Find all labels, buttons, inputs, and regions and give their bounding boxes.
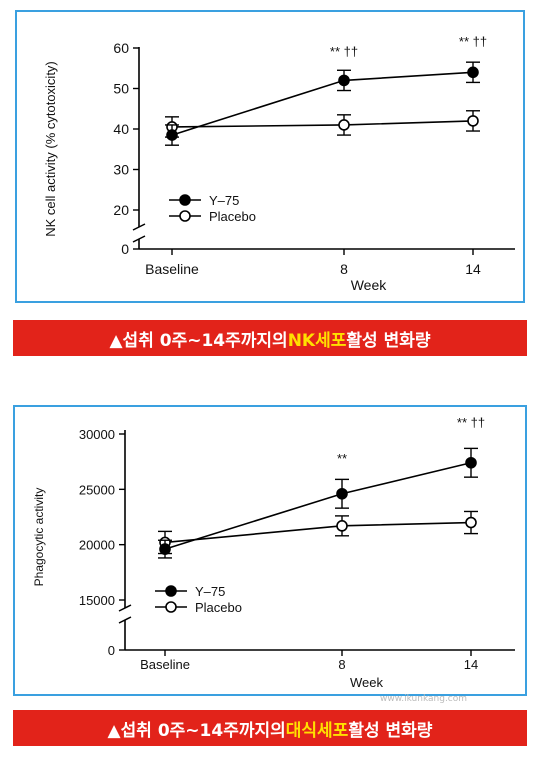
phagocytic-x-tick-label: Baseline xyxy=(140,657,190,672)
phagocytic-y-tick-label: 0 xyxy=(108,643,115,658)
nk-x-tick-label: Baseline xyxy=(145,261,199,277)
phagocytic-y-tick-label: 15000 xyxy=(79,593,115,608)
nk-data-point-y75 xyxy=(467,66,479,79)
phagocytic-significance-label: ** xyxy=(337,451,347,466)
nk-y-tick-label: 0 xyxy=(121,241,129,257)
phagocytic-y-tick-label: 25000 xyxy=(79,482,115,497)
phagocytic-data-point-y75 xyxy=(159,543,171,555)
nk-x-tick-label: 8 xyxy=(340,261,348,277)
phagocytic-x-axis-title: Week xyxy=(350,675,383,690)
nk-y-tick-label: 40 xyxy=(113,121,129,137)
phagocytic-banner-prefix: ▲섭취 0주~14주까지의 xyxy=(107,720,286,741)
nk-y-tick-label: 30 xyxy=(113,162,129,178)
nk-data-point-y75 xyxy=(338,74,350,87)
nk-legend-label: Y–75 xyxy=(209,193,239,208)
phagocytic-axis-break-mark xyxy=(118,604,132,612)
phagocytic-data-point-y75 xyxy=(336,487,348,500)
nk-axis-break-mark xyxy=(132,235,146,243)
phagocytic-legend-label: Y–75 xyxy=(195,584,225,599)
phagocytic-axis-break-mark xyxy=(118,616,132,624)
nk-significance-label: ** †† xyxy=(330,44,358,59)
watermark: www.ikunkang.com xyxy=(380,694,468,704)
nk-significance-label: ** †† xyxy=(459,34,487,49)
phagocytic-y-tick-label: 30000 xyxy=(79,427,115,442)
nk-x-axis-title: Week xyxy=(351,277,388,293)
nk-legend-marker xyxy=(179,194,191,206)
nk-banner-highlight: NK세포 xyxy=(287,330,347,351)
nk-banner-suffix: 활성 변화량 xyxy=(346,330,431,351)
nk-series-line-placebo xyxy=(171,120,474,128)
phagocytic-significance-label: ** †† xyxy=(457,415,485,430)
phagocytic-data-point-y75 xyxy=(465,456,477,469)
phagocytic-data-point-placebo xyxy=(336,520,348,532)
nk-legend-marker xyxy=(179,210,191,222)
phagocytic-x-tick-label: 14 xyxy=(464,657,478,672)
nk-data-point-placebo xyxy=(338,119,350,131)
nk-axis-break-mark xyxy=(132,223,146,231)
phagocytic-x-tick-label: 8 xyxy=(338,657,345,672)
phagocytic-series-line-placebo xyxy=(164,521,472,544)
nk-banner-prefix: ▲섭취 0주~14주까지의 xyxy=(109,330,288,351)
phagocytic-banner-suffix: 활성 변화량 xyxy=(348,720,433,741)
nk-y-tick-label: 50 xyxy=(113,81,129,97)
nk-data-point-y75 xyxy=(166,129,178,141)
nk-data-point-placebo xyxy=(467,115,479,127)
chart-panel-phagocytic: 0 15000 20000 25000 30000 Baseline 8 14 Week Phag… xyxy=(13,405,527,696)
nk-y-axis-title: NK cell activity (% cytotoxicity) xyxy=(43,61,58,237)
nk-x-tick-label: 14 xyxy=(465,261,481,277)
phagocytic-data-point-placebo xyxy=(465,516,477,529)
nk-y-tick-label: 60 xyxy=(113,40,129,56)
phagocytic-banner: ▲섭취 0주~14주까지의 대식세포 활성 변화량 xyxy=(13,710,527,746)
phagocytic-legend-label: Placebo xyxy=(195,600,242,615)
phagocytic-banner-highlight: 대식세포 xyxy=(285,720,349,741)
nk-legend-label: Placebo xyxy=(209,209,256,224)
phagocytic-y-axis-title: Phagocytic activity xyxy=(32,488,46,587)
phagocytic-legend-marker xyxy=(165,585,177,597)
phagocytic-activity-chart: 0 15000 20000 25000 30000 Baseline 8 14 Week Phag… xyxy=(32,415,515,690)
phagocytic-series-line-y75 xyxy=(164,461,472,550)
nk-y-tick-label: 20 xyxy=(113,202,129,218)
chart-panel-nk: 0 20 30 40 50 60 Baseline 8 14 Week NK cell activi… xyxy=(15,10,525,303)
phagocytic-y-tick-label: 20000 xyxy=(79,538,115,553)
phagocytic-legend-marker xyxy=(165,601,177,613)
nk-activity-chart: 0 20 30 40 50 60 Baseline 8 14 Week NK cell activi… xyxy=(43,34,515,293)
nk-banner: ▲섭취 0주~14주까지의 NK세포 활성 변화량 xyxy=(13,320,527,356)
